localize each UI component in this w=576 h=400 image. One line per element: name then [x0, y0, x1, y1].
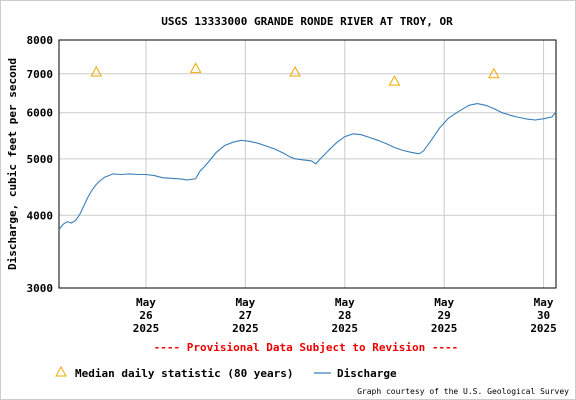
- x-tick-day: 29: [438, 309, 451, 322]
- x-tick-month: May: [136, 296, 156, 309]
- usgs-credit: Graph courtesy of the U.S. Geological Su…: [357, 387, 569, 396]
- data-layer: [58, 62, 557, 230]
- median-marker: [90, 65, 103, 77]
- x-tick-day: 30: [537, 309, 550, 322]
- x-tick-day: 26: [139, 309, 153, 322]
- x-tick-month: May: [534, 296, 554, 309]
- discharge-line: [58, 103, 557, 230]
- x-tick-year: 2025: [133, 322, 160, 335]
- legend-median-label: Median daily statistic (80 years): [75, 367, 294, 380]
- chart-title: USGS 13333000 GRANDE RONDE RIVER AT TROY…: [161, 15, 453, 28]
- y-tick-label: 6000: [27, 107, 54, 120]
- y-tick-label: 3000: [27, 282, 54, 295]
- x-tick-year: 2025: [431, 322, 458, 335]
- median-marker: [388, 75, 401, 86]
- y-tick-label: 7000: [27, 68, 54, 81]
- axis-labels: 300040005000600070008000May262025May2720…: [27, 34, 557, 335]
- x-tick-day: 27: [239, 309, 252, 322]
- x-tick-year: 2025: [232, 322, 259, 335]
- x-tick-month: May: [235, 296, 255, 309]
- y-axis-title: Discharge, cubic feet per second: [6, 58, 19, 270]
- legend: Median daily statistic (80 years) Discha…: [55, 365, 397, 380]
- x-tick-day: 28: [338, 309, 351, 322]
- y-tick-label: 4000: [27, 209, 54, 222]
- provisional-note: ---- Provisional Data Subject to Revisio…: [154, 341, 459, 354]
- x-tick-month: May: [335, 296, 355, 309]
- y-tick-label: 8000: [27, 34, 54, 47]
- y-tick-label: 5000: [27, 153, 54, 166]
- legend-median-symbol: [55, 365, 67, 377]
- legend-discharge-label: Discharge: [337, 367, 397, 380]
- plot-area-border: [58, 39, 557, 289]
- x-tick-month: May: [434, 296, 454, 309]
- x-tick-year: 2025: [332, 322, 359, 335]
- median-marker: [488, 67, 500, 79]
- x-tick-year: 2025: [530, 322, 557, 335]
- median-marker: [189, 62, 202, 73]
- median-marker: [289, 65, 301, 77]
- grid-lines: [59, 39, 556, 289]
